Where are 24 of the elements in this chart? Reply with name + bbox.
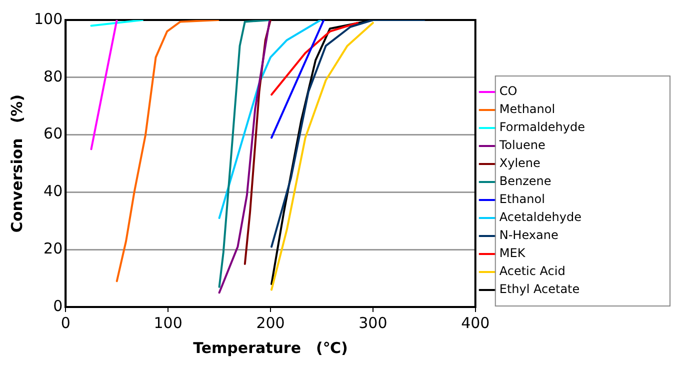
legend-label: N-Hexane <box>499 228 558 242</box>
x-tick-label: 300 <box>358 314 388 332</box>
legend-label: MEK <box>499 246 526 260</box>
legend-label: Acetic Acid <box>499 264 566 278</box>
y-tick-label: 20 <box>44 239 63 258</box>
legend-label: Xylene <box>499 156 540 170</box>
legend-label: Acetaldehyde <box>499 210 582 224</box>
x-axis-title: Temperature (℃) <box>193 338 348 357</box>
legend-label: Methanol <box>499 102 556 116</box>
y-tick-label: 0 <box>53 296 63 315</box>
legend-label: Benzene <box>499 174 552 188</box>
y-tick-label: 100 <box>34 10 63 28</box>
legend-label: Ethanol <box>499 192 545 206</box>
legend-label: Formaldehyde <box>499 120 585 134</box>
x-tick-label: 400 <box>461 314 490 332</box>
legend-label: CO <box>499 84 518 98</box>
legend-label: Toluene <box>498 138 546 152</box>
y-tick-label: 40 <box>44 182 63 200</box>
legend-label: Ethyl Acetate <box>499 282 580 296</box>
y-axis-title: Conversion (%) <box>8 94 26 233</box>
x-tick-label: 100 <box>154 314 182 332</box>
y-tick-label: 60 <box>44 124 63 143</box>
x-tick-label: 200 <box>256 314 285 332</box>
y-tick-label: 80 <box>44 67 63 86</box>
